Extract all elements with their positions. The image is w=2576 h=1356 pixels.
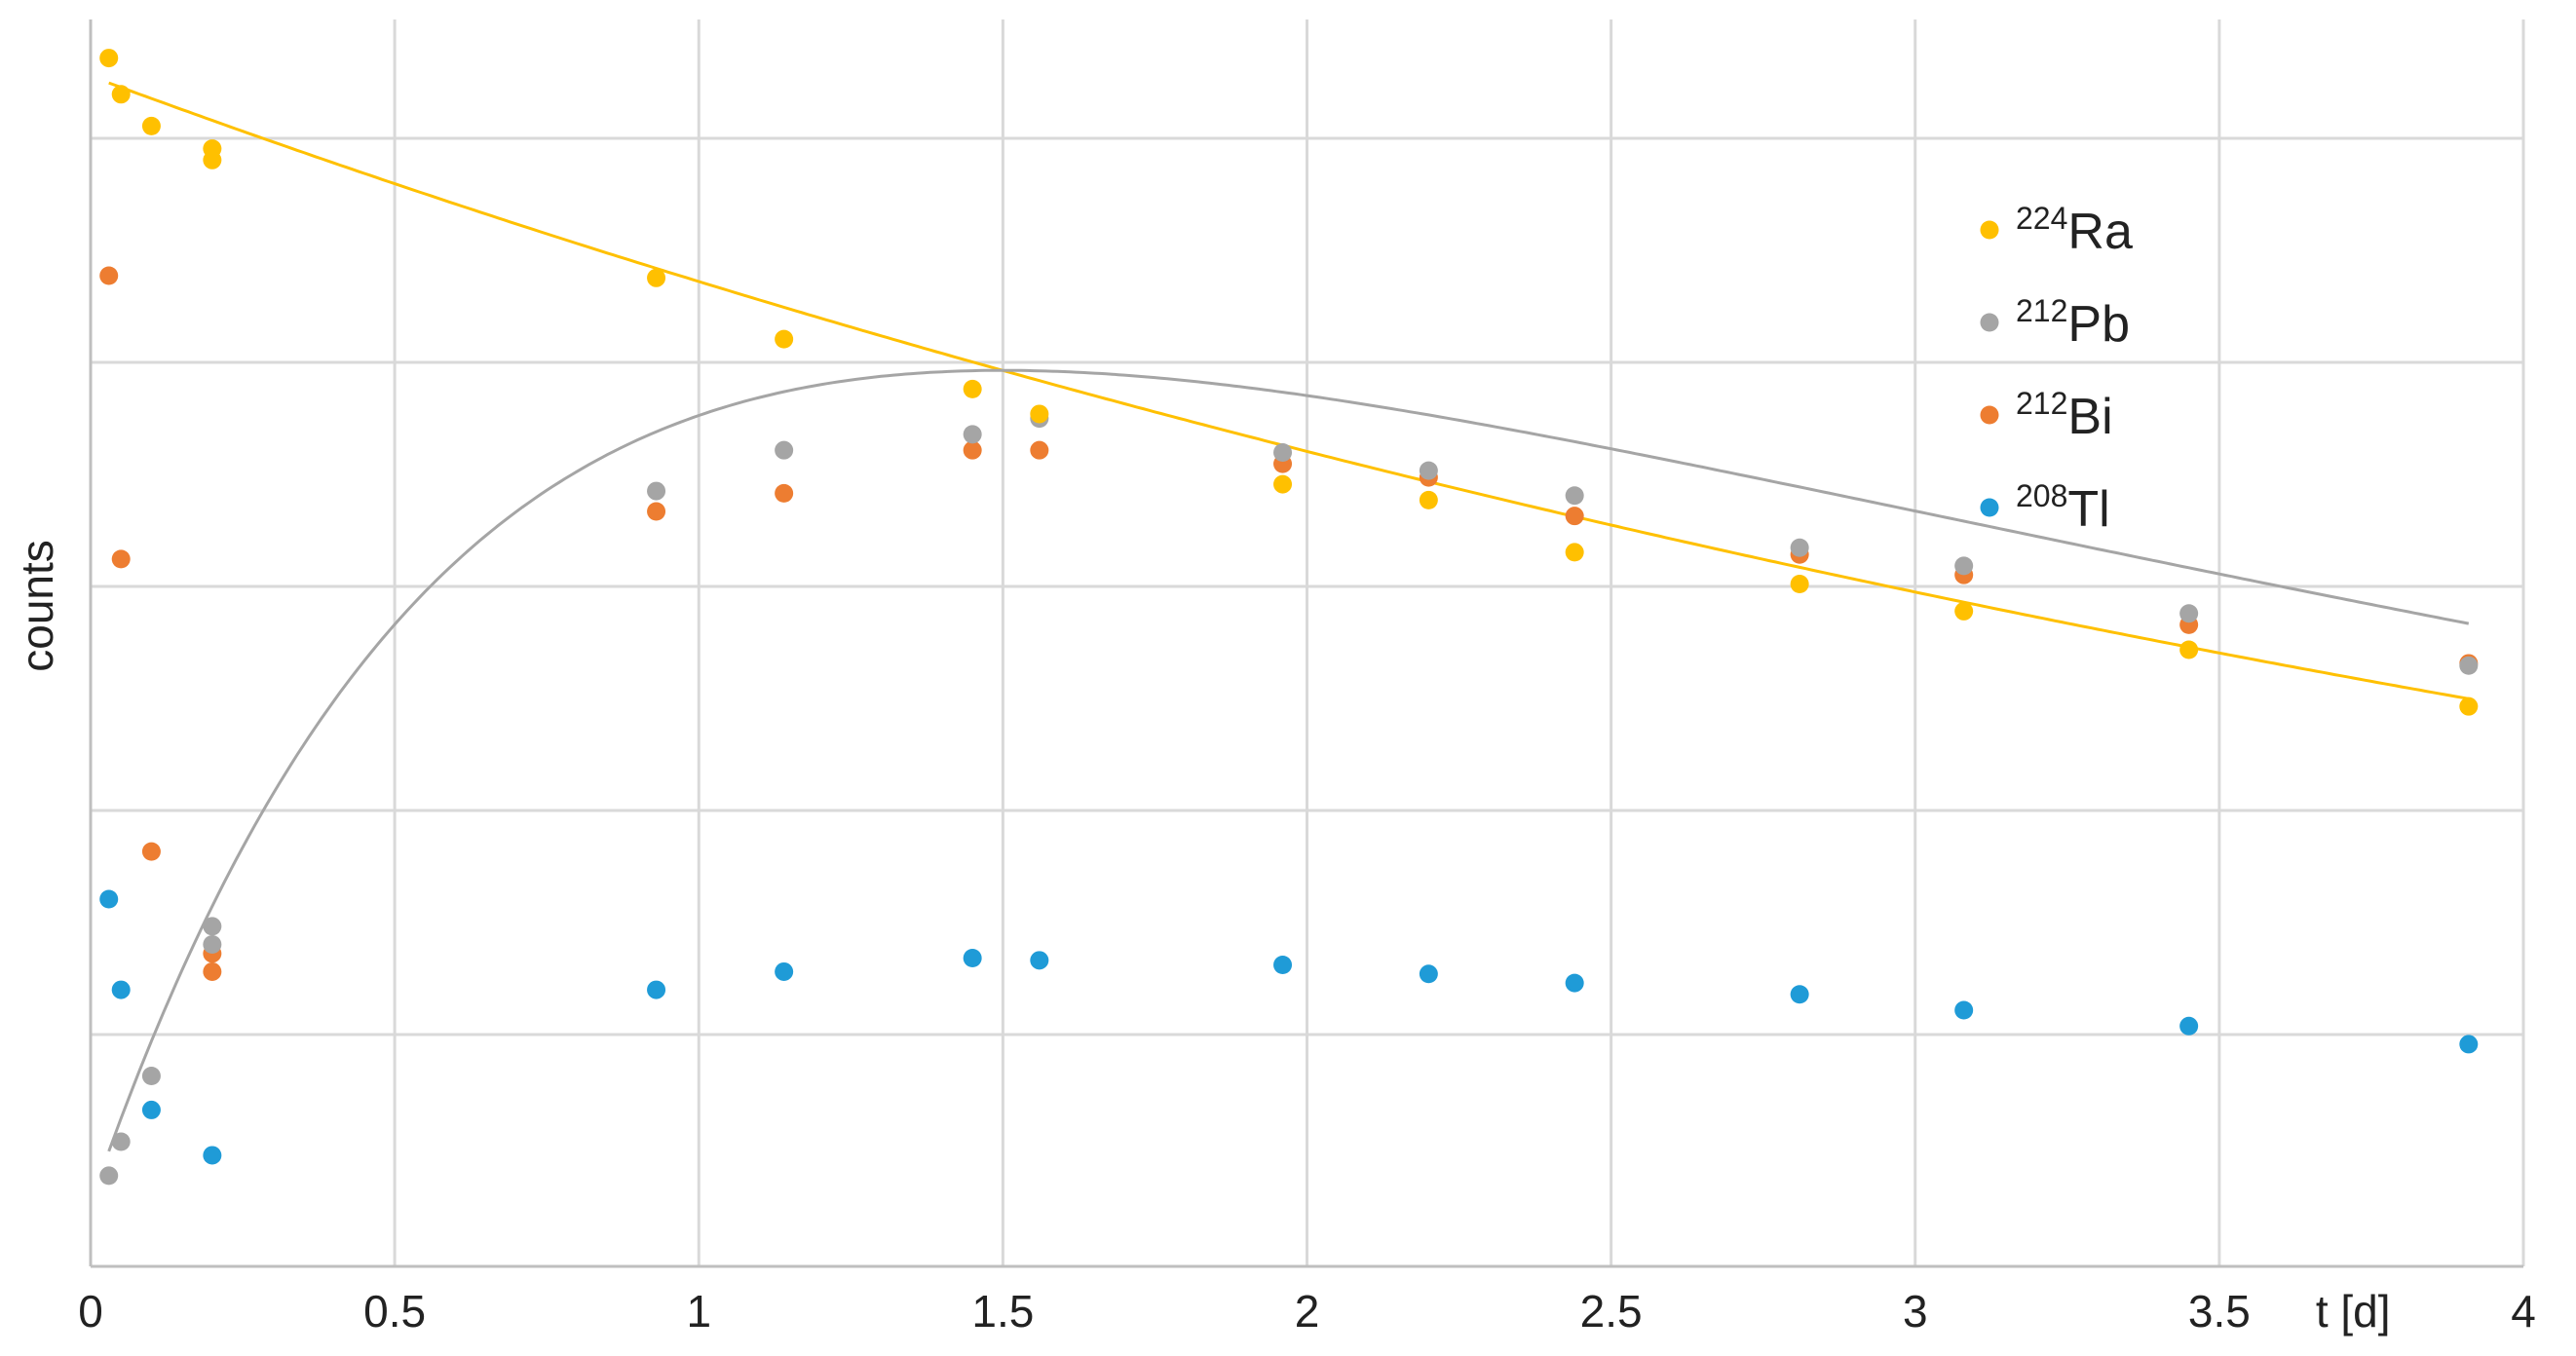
data-point: [1790, 985, 1809, 1004]
data-point: [963, 440, 982, 460]
data-point: [775, 329, 794, 349]
grid: [91, 19, 2525, 1266]
y-axis-title: counts: [12, 540, 62, 672]
data-point: [203, 935, 222, 955]
data-point: [963, 379, 982, 398]
data-point: [963, 425, 982, 444]
legend-element-symbol: Bi: [2067, 389, 2112, 445]
legend-mass-number: 212: [2016, 293, 2067, 328]
data-point: [203, 961, 222, 981]
axes: 0 0.5 1 1.5 2 2.5 3 3.5 4 t [d]: [78, 19, 2536, 1337]
data-point: [1565, 507, 1584, 526]
data-point: [647, 502, 666, 521]
data-point: [775, 440, 794, 460]
legend-element-symbol: Ra: [2067, 204, 2133, 260]
x-tick-label: 2: [1295, 1286, 1320, 1337]
data-point: [1273, 443, 1293, 463]
data-point: [1030, 951, 1049, 970]
x-axis-title: t [d]: [2316, 1286, 2391, 1337]
legend-marker: [1980, 313, 1999, 332]
data-point: [647, 980, 666, 999]
legend-mass-number: 224: [2016, 201, 2067, 236]
data-points: [99, 49, 2479, 1186]
data-point: [1790, 538, 1809, 557]
data-point: [2459, 1035, 2479, 1054]
data-point: [1565, 486, 1584, 506]
data-point: [111, 980, 131, 999]
legend-label: 208Tl: [2016, 478, 2110, 538]
data-point: [647, 268, 666, 287]
data-point: [141, 116, 161, 135]
data-point: [1419, 964, 1438, 984]
x-tick-label: 3.5: [2188, 1286, 2251, 1337]
x-tick-label: 4: [2511, 1286, 2536, 1337]
data-point: [203, 917, 222, 936]
data-point: [141, 1067, 161, 1086]
data-point: [2459, 697, 2479, 716]
fit-curve-pb: [107, 368, 2470, 1152]
data-point: [963, 948, 982, 967]
data-point: [203, 1146, 222, 1165]
legend-marker: [1980, 220, 1999, 240]
data-point: [2179, 1016, 2199, 1036]
data-point: [1954, 1000, 1974, 1020]
data-point: [1565, 973, 1584, 993]
x-tick-label: 0: [78, 1286, 103, 1337]
data-point: [1419, 461, 1438, 480]
data-point: [99, 889, 119, 909]
data-point: [141, 842, 161, 861]
data-point: [2179, 640, 2199, 659]
legend-element-symbol: Tl: [2067, 481, 2109, 538]
data-point: [1273, 955, 1293, 974]
data-point: [99, 1166, 119, 1186]
data-point: [99, 266, 119, 285]
data-point: [111, 549, 131, 569]
legend-element-symbol: Pb: [2067, 296, 2130, 353]
data-point: [2179, 604, 2199, 623]
data-point: [1419, 490, 1438, 509]
x-tick-label: 1: [686, 1286, 711, 1337]
data-point: [647, 481, 666, 501]
data-point: [1790, 574, 1809, 593]
legend-marker: [1980, 498, 1999, 517]
fit-curve-ra: [108, 81, 2470, 700]
data-point: [1565, 543, 1584, 562]
data-point: [2459, 656, 2479, 675]
data-point: [203, 150, 222, 170]
data-point: [1273, 474, 1293, 494]
data-point: [775, 483, 794, 503]
legend-label: 224Ra: [2016, 201, 2133, 260]
legend-marker: [1980, 405, 1999, 425]
data-point: [1030, 440, 1049, 460]
data-point: [1954, 556, 1974, 576]
legend-mass-number: 212: [2016, 386, 2067, 421]
data-point: [1030, 404, 1049, 424]
data-point: [111, 85, 131, 104]
data-point: [111, 1132, 131, 1151]
data-point: [99, 49, 119, 68]
x-tick-label: 3: [1903, 1286, 1928, 1337]
x-tick-label: 1.5: [971, 1286, 1034, 1337]
legend-mass-number: 208: [2016, 478, 2067, 513]
legend-label: 212Pb: [2016, 293, 2130, 353]
data-point: [1954, 601, 1974, 621]
x-tick-label: 0.5: [363, 1286, 426, 1337]
legend-label: 212Bi: [2016, 386, 2113, 445]
data-point: [141, 1100, 161, 1119]
x-tick-label: 2.5: [1580, 1286, 1643, 1337]
data-point: [775, 961, 794, 981]
